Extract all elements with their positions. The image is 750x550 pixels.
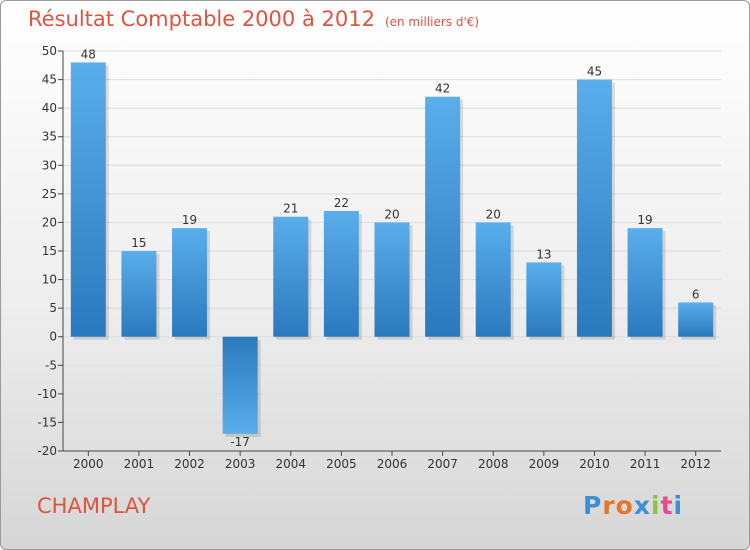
x-tick-label: 2008 <box>478 457 509 471</box>
data-label: -17 <box>230 435 250 449</box>
y-tick-label: -10 <box>37 387 57 401</box>
data-label: 13 <box>536 247 551 261</box>
data-label: 6 <box>692 287 700 301</box>
bar <box>374 222 410 337</box>
data-label: 48 <box>81 47 96 61</box>
y-tick-label: 50 <box>42 44 57 58</box>
bar <box>172 228 208 337</box>
axes <box>58 50 721 456</box>
y-tick-label: 10 <box>42 273 57 287</box>
bar <box>576 79 612 337</box>
data-label: 45 <box>587 65 602 79</box>
y-tick-label: -20 <box>37 444 57 458</box>
logo-letter: t <box>660 491 674 520</box>
bar <box>678 302 714 337</box>
y-tick-label: 40 <box>42 101 57 115</box>
data-label: 19 <box>637 213 652 227</box>
bar <box>475 222 511 337</box>
x-tick-label: 2011 <box>630 457 661 471</box>
bar <box>627 228 663 337</box>
logo-letter: o <box>615 491 634 520</box>
bar <box>323 211 359 337</box>
y-tick-label: 15 <box>42 244 57 258</box>
data-label: 15 <box>131 236 146 250</box>
logo-letter: P <box>583 491 603 520</box>
data-label: 21 <box>283 202 298 216</box>
y-tick-label: -5 <box>45 358 57 372</box>
x-tick-label: 2005 <box>326 457 357 471</box>
x-tick-label: 2012 <box>680 457 711 471</box>
x-tick-label: 2006 <box>377 457 408 471</box>
y-tick-label: 30 <box>42 158 57 172</box>
chart-title-main: Résultat Comptable 2000 à 2012 <box>28 7 375 31</box>
x-tick-label: 2007 <box>427 457 458 471</box>
x-tick-label: 2010 <box>579 457 610 471</box>
bar <box>121 251 157 337</box>
y-tick-label: 45 <box>42 73 57 87</box>
data-label: 19 <box>182 213 197 227</box>
x-tick-label: 2004 <box>275 457 306 471</box>
y-tick-label: -15 <box>37 415 57 429</box>
logo-letter: i <box>651 491 661 520</box>
proxiti-logo: Proxiti <box>583 491 683 520</box>
chart-title-unit: (en milliers d'€) <box>384 15 480 29</box>
data-label: 42 <box>435 82 450 96</box>
data-label: 20 <box>486 207 501 221</box>
x-tick-label: 2001 <box>124 457 155 471</box>
logo-letter: i <box>673 491 684 520</box>
data-label: 20 <box>384 207 399 221</box>
x-tick-label: 2009 <box>529 457 560 471</box>
bar <box>70 62 106 337</box>
x-tick-label: 2002 <box>174 457 205 471</box>
y-tick-label: 0 <box>49 330 57 344</box>
logo-letter: x <box>633 491 651 520</box>
y-tick-label: 5 <box>49 301 57 315</box>
chart-title: Résultat Comptable 2000 à 2012 (en millie… <box>28 7 479 31</box>
bar <box>425 96 461 337</box>
bars <box>70 62 717 437</box>
y-tick-label: 20 <box>42 215 57 229</box>
x-tick-label: 2000 <box>73 457 104 471</box>
labels: 50454035302520151050-5-10-15-20200048200… <box>37 44 711 471</box>
bar <box>526 262 562 337</box>
y-tick-label: 25 <box>42 187 57 201</box>
bar <box>273 216 309 337</box>
bar <box>222 336 258 434</box>
logo-letter: r <box>602 491 616 520</box>
commune-name: CHAMPLAY <box>37 494 151 518</box>
x-tick-label: 2003 <box>225 457 256 471</box>
data-label: 22 <box>334 196 349 210</box>
y-tick-label: 35 <box>42 130 57 144</box>
